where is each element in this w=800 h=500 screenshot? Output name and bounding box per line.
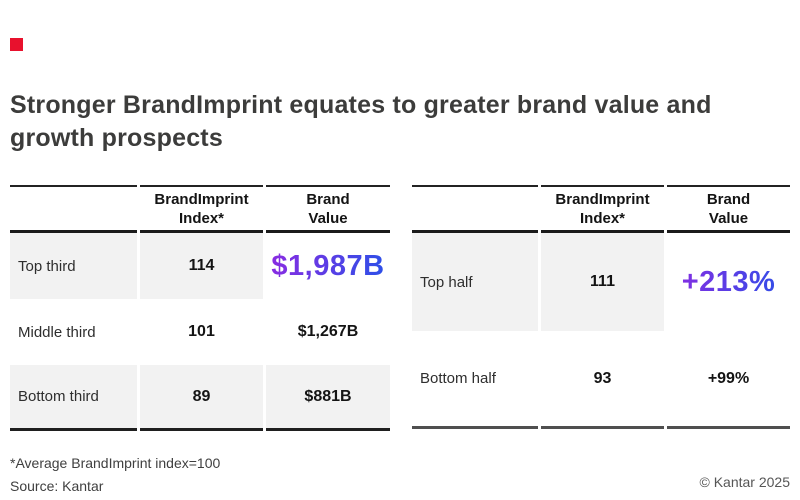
header-line: Brand [306, 190, 350, 208]
brand-value-middle-third: $1,267B [297, 323, 359, 340]
brand-value-top-half: +213% [667, 233, 790, 331]
halves-header-index: BrandImprint Index* [541, 185, 664, 233]
row-label-top-third: Top third [10, 233, 137, 299]
index-value-top-half: 111 [541, 233, 664, 331]
row-label-bottom-third: Bottom third [10, 365, 137, 431]
header-line: Value [308, 209, 348, 227]
footnotes: *Average BrandImprint index=100 Source: … [10, 452, 220, 498]
brand-value-bottom-half: +99% [667, 331, 790, 429]
header-line: Index* [579, 209, 625, 227]
tables-row: BrandImprint Index* Brand Value Top thir… [10, 185, 790, 431]
page-title-line2: growth prospects [10, 124, 223, 152]
index-value-middle-third: 101 [188, 323, 215, 340]
header-line: BrandImprint [555, 190, 650, 208]
row-label-top-half: Top half [412, 233, 538, 331]
halves-header-value: Brand Value [667, 185, 790, 233]
thirds-header-value: Brand Value [266, 185, 390, 233]
row-label-middle-third: Middle third [18, 323, 96, 341]
index-value-top-third: 114 [140, 233, 263, 299]
brand-value-top-third: $1,987B [266, 233, 390, 299]
thirds-header-index: BrandImprint Index* [140, 185, 263, 233]
header-line: Value [708, 209, 749, 227]
halves-header-empty [412, 185, 538, 233]
header-line: BrandImprint [154, 190, 249, 208]
table-thirds: BrandImprint Index* Brand Value Top thir… [10, 185, 390, 431]
table-halves: BrandImprint Index* Brand Value Top half… [412, 185, 790, 431]
page-title-line1: Stronger BrandImprint equates to greater… [10, 91, 712, 119]
header-line: Index* [178, 209, 224, 227]
footnote-source: Source: Kantar [10, 478, 104, 494]
footnote-average-index: *Average BrandImprint index=100 [10, 455, 221, 471]
brand-value-bottom-third: $881B [266, 365, 390, 431]
index-value-bottom-half: 93 [541, 331, 664, 429]
index-value-bottom-third: 89 [140, 365, 263, 431]
page-title: Stronger BrandImprint equates to greater… [10, 89, 785, 155]
copyright-text: © Kantar 2025 [699, 474, 791, 490]
header-line: Brand [706, 190, 751, 208]
row-label-bottom-half: Bottom half [412, 331, 538, 429]
kantar-red-square-icon [10, 38, 23, 51]
thirds-header-empty [10, 185, 137, 233]
